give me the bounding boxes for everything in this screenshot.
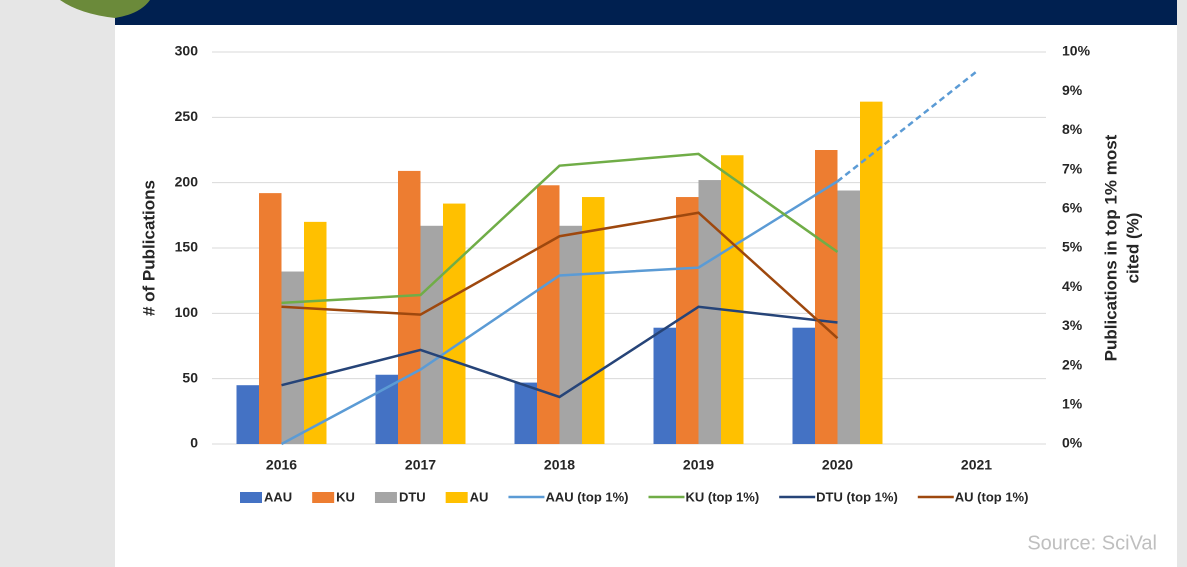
y-axis-title: # of Publications <box>139 180 158 316</box>
y2-tick-label: 6% <box>1062 200 1083 216</box>
header-band <box>115 0 1177 25</box>
source: Source: SciVal <box>1027 532 1157 554</box>
y2-tick-label: 9% <box>1062 82 1083 98</box>
legend-label: AU <box>470 489 489 504</box>
x-tick-label: 2020 <box>822 457 853 473</box>
y2-tick-label: 8% <box>1062 121 1083 137</box>
legend-marker <box>240 492 262 503</box>
bar <box>443 204 466 444</box>
legend-marker <box>312 492 334 503</box>
bar <box>421 226 444 444</box>
legend-label: KU (top 1%) <box>686 489 760 504</box>
legend-marker <box>446 492 468 503</box>
bar <box>376 375 399 444</box>
y-tick-label: 0 <box>190 435 198 451</box>
legend-label: DTU <box>399 489 426 504</box>
bar <box>237 385 260 444</box>
y2-tick-label: 4% <box>1062 278 1083 294</box>
x-tick-label: 2016 <box>266 457 297 473</box>
x-tick-label: 2021 <box>961 457 992 473</box>
bar <box>515 383 538 444</box>
y2-tick-label: 7% <box>1062 160 1083 176</box>
bar <box>654 328 677 444</box>
y-tick-label: 50 <box>182 369 198 385</box>
bar <box>582 197 605 444</box>
bar <box>793 328 816 444</box>
legend-marker <box>375 492 397 503</box>
legend-label: AAU (top 1%) <box>545 489 628 504</box>
y-tick-label: 100 <box>175 304 199 320</box>
x-tick-label: 2017 <box>405 457 436 473</box>
y-tick-label: 150 <box>175 239 199 255</box>
bar <box>282 272 305 444</box>
legend-label: DTU (top 1%) <box>816 489 898 504</box>
y2-tick-label: 1% <box>1062 396 1083 412</box>
page: {"chart_data": {"type": "bar", "categori… <box>0 0 1187 567</box>
y2-axis-title: cited (%) <box>1123 213 1142 284</box>
bar <box>304 222 327 444</box>
x-tick-label: 2018 <box>544 457 575 473</box>
bar <box>699 180 722 444</box>
bar <box>838 191 861 444</box>
legend-label: AU (top 1%) <box>955 489 1029 504</box>
y2-tick-label: 10% <box>1062 43 1091 59</box>
slide: # of Publications Publications in top 1%… <box>0 0 1187 567</box>
legend-label: AAU <box>264 489 292 504</box>
bar <box>398 171 421 444</box>
y2-axis-title: Publications in top 1% most <box>1101 134 1120 361</box>
y-tick-label: 300 <box>175 43 199 59</box>
y2-tick-label: 5% <box>1062 239 1083 255</box>
y2-tick-label: 3% <box>1062 317 1083 333</box>
bar <box>560 226 583 444</box>
bar <box>259 193 282 444</box>
x-tick-label: 2019 <box>683 457 714 473</box>
y-tick-label: 250 <box>175 108 199 124</box>
y2-tick-label: 2% <box>1062 356 1083 372</box>
y-tick-label: 200 <box>175 173 199 189</box>
bar <box>721 155 744 444</box>
legend-label: KU <box>336 489 355 504</box>
y2-tick-label: 0% <box>1062 435 1083 451</box>
bar <box>537 185 560 444</box>
bar <box>860 102 883 444</box>
